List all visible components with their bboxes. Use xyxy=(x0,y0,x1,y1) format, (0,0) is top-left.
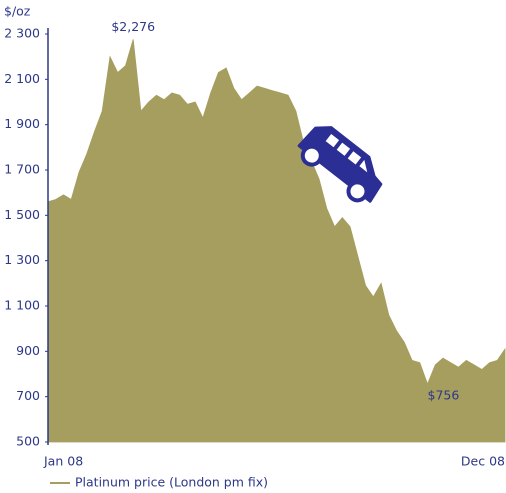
data-label: $2,276 xyxy=(111,19,155,34)
y-tick-label: 900 xyxy=(16,343,40,358)
y-tick-label: 1 500 xyxy=(4,207,40,222)
y-tick-label: 2 300 xyxy=(4,26,40,41)
car-icon xyxy=(297,126,383,203)
x-tick-label: Dec 08 xyxy=(461,454,505,469)
y-tick-label: 1 100 xyxy=(4,298,40,313)
y-axis-label: $/oz xyxy=(4,4,31,19)
data-label: $756 xyxy=(428,387,460,402)
y-tick-label: 500 xyxy=(16,434,40,449)
y-tick-label: 700 xyxy=(16,388,40,403)
area xyxy=(47,39,506,443)
y-tick-label: 1 900 xyxy=(4,116,40,131)
x-tick-label: Jan 08 xyxy=(43,454,83,469)
y-tick-label: 1 300 xyxy=(4,252,40,267)
y-tick-label: 1 700 xyxy=(4,162,40,177)
plot: 2 300 2 100 1 900 1 700 1 500 1 300 1 100 900 70… xyxy=(4,19,506,490)
legend-label: Platinum price (London pm fix) xyxy=(75,475,268,490)
y-tick-label: 2 100 xyxy=(4,71,40,86)
